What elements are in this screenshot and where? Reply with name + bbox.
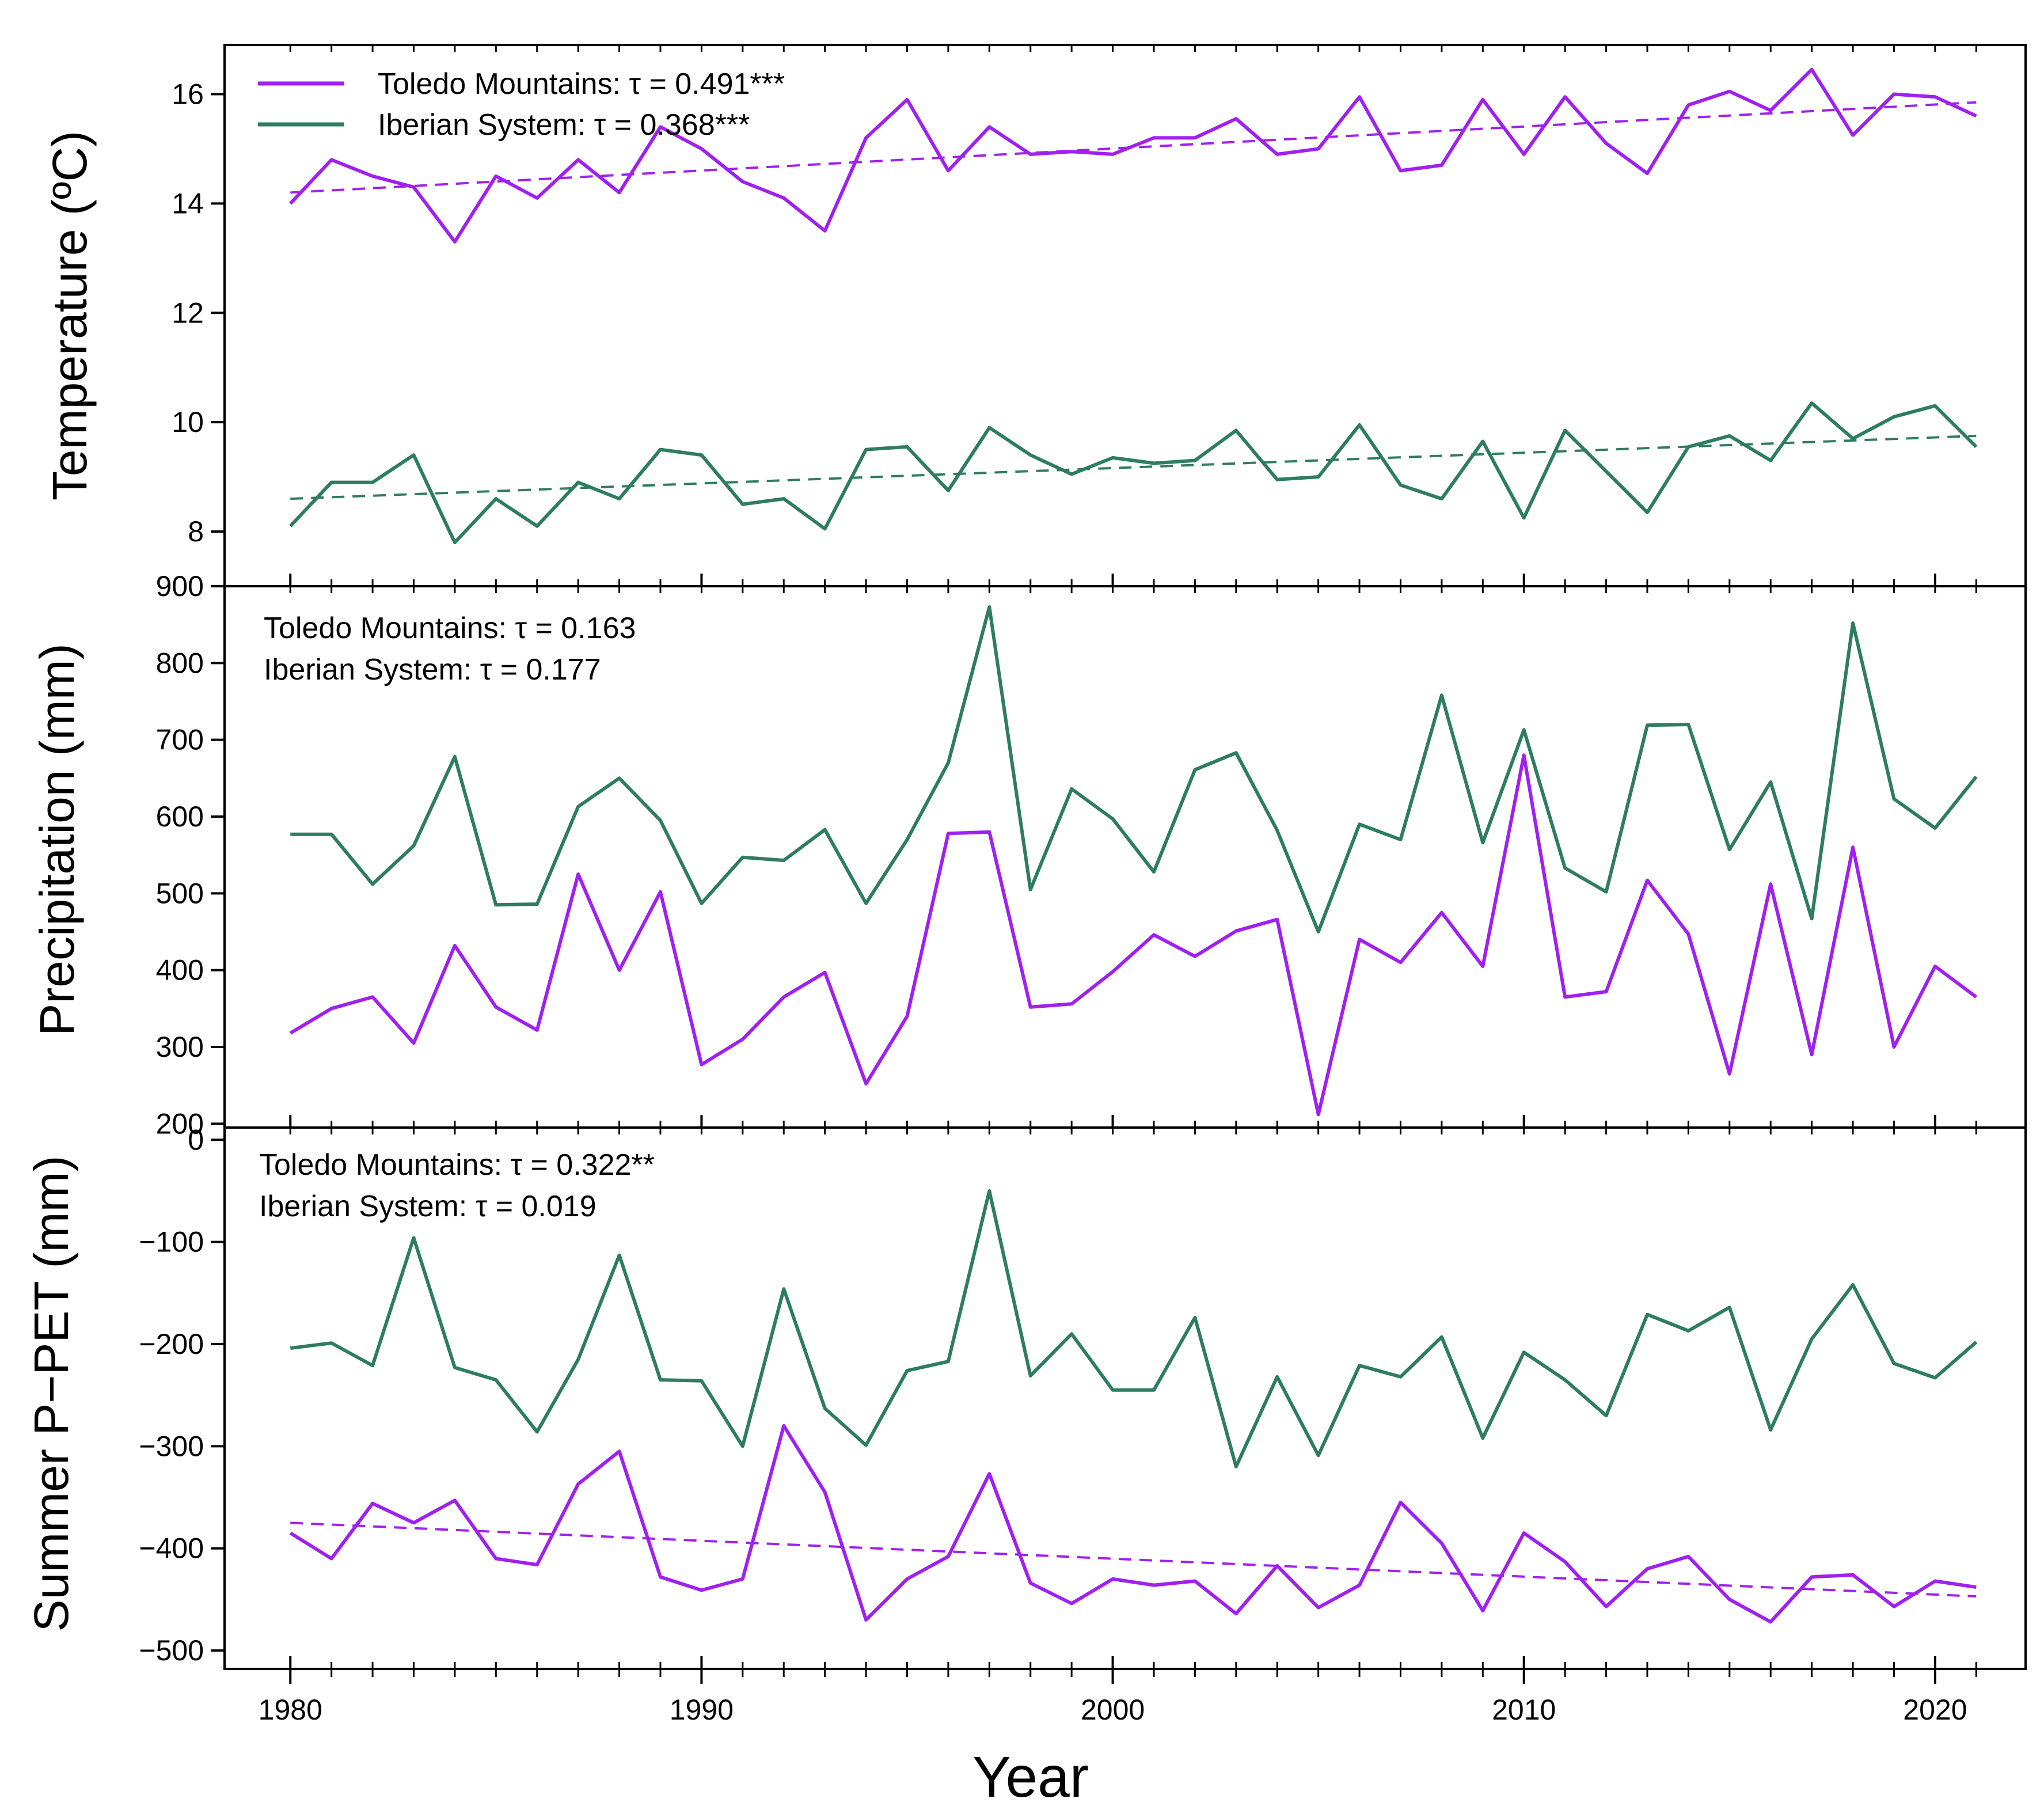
ppet-annotation-iberian: Iberian System: τ = 0.019 xyxy=(259,1190,597,1223)
precipitation-line-iberian-system xyxy=(290,605,1978,933)
ppet-series xyxy=(289,1189,1978,1624)
x-tick-label: 2000 xyxy=(1081,1694,1145,1726)
x-tick-label: 1990 xyxy=(670,1694,734,1726)
temperature-y-tick-label: 10 xyxy=(172,406,204,438)
x-axis-label: Year xyxy=(972,1745,1089,1809)
precipitation-y-tick-label: 700 xyxy=(156,724,204,756)
ppet-y-axis-label: Summer P−PET (mm) xyxy=(24,1156,78,1632)
temperature-trend-toledo-mountains xyxy=(290,101,1977,194)
ppet-y-tick-label: −200 xyxy=(139,1328,204,1360)
precipitation-annotation-toledo: Toledo Mountains: τ = 0.163 xyxy=(264,612,636,645)
ppet-y-tick-label: −100 xyxy=(139,1226,204,1258)
legend: Toledo Mountains: τ = 0.491*** Iberian S… xyxy=(258,67,785,142)
ppet-plot-frame xyxy=(223,1126,2027,1670)
temperature-line-iberian-system xyxy=(289,401,1978,544)
precipitation-y-tick-label: 600 xyxy=(156,800,204,833)
precipitation-y-tick-label: 900 xyxy=(156,570,204,602)
ppet-y-tick-label: −400 xyxy=(139,1532,204,1565)
temperature-panel: 8 10 12 14 16 Temperature (ºC) Toledo Mounta… xyxy=(43,44,2027,587)
precipitation-y-tick-label: 500 xyxy=(156,877,204,909)
x-tick-label: 2020 xyxy=(1903,1694,1967,1726)
temperature-y-axis-label: Temperature (ºC) xyxy=(43,131,97,500)
precipitation-y-tick-label: 200 xyxy=(156,1107,204,1140)
ppet-trend-toledo-mountains xyxy=(290,1521,1977,1598)
x-tick-label: 2010 xyxy=(1492,1694,1556,1726)
temperature-trend-iberian-system xyxy=(290,434,1977,500)
precipitation-panel: 200 300 400 500 600 700 800 900 Precipitation (… xyxy=(30,570,2027,1140)
temperature-y-tick-label: 14 xyxy=(172,187,204,219)
ppet-y-tick-label: −500 xyxy=(139,1634,204,1667)
temperature-series xyxy=(289,67,1978,544)
legend-label-iberian: Iberian System: τ = 0.368*** xyxy=(378,108,750,142)
ppet-line-toledo-mountains xyxy=(289,1424,1977,1624)
precipitation-y-axis-label: Precipitation (mm) xyxy=(30,643,84,1035)
temperature-y-axis: 8 10 12 14 16 xyxy=(172,78,225,548)
ppet-line-iberian-system xyxy=(290,1189,1978,1468)
ppet-trend-lines xyxy=(290,1521,1977,1598)
ppet-y-tick-label: 0 xyxy=(188,1124,204,1156)
precipitation-series xyxy=(289,605,1978,1117)
temperature-y-tick-label: 8 xyxy=(188,515,204,548)
ppet-y-axis: 0 −100 −200 −300 −400 −500 xyxy=(139,1124,225,1667)
precipitation-annotation-iberian: Iberian System: τ = 0.177 xyxy=(264,653,601,686)
ppet-annotation-toledo: Toledo Mountains: τ = 0.322** xyxy=(259,1148,655,1182)
x-tick-label: 1980 xyxy=(259,1694,322,1726)
temperature-line-toledo-mountains xyxy=(289,67,1977,244)
precipitation-line-toledo-mountains xyxy=(289,753,1978,1117)
precipitation-y-tick-label: 800 xyxy=(156,647,204,679)
temperature-y-tick-label: 16 xyxy=(172,78,204,110)
legend-label-toledo: Toledo Mountains: τ = 0.491*** xyxy=(378,67,785,101)
precipitation-y-tick-label: 400 xyxy=(156,954,204,986)
ppet-y-tick-label: −300 xyxy=(139,1430,204,1462)
precipitation-y-axis: 200 300 400 500 600 700 800 900 xyxy=(156,570,225,1140)
x-axis: 1980 1990 2000 2010 2020 xyxy=(259,1669,1977,1726)
temperature-y-tick-label: 12 xyxy=(172,297,204,329)
ppet-panel: 0−100−200−300−400−500 Summer P−PET (mm) … xyxy=(24,1124,2027,1670)
precipitation-y-tick-label: 300 xyxy=(156,1031,204,1063)
